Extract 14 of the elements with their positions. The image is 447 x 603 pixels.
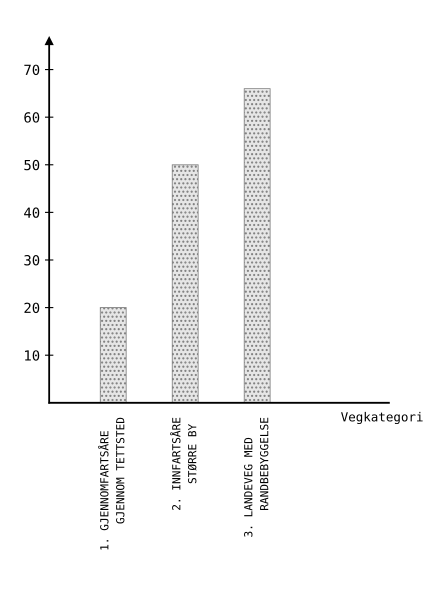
x-tick-label: 1. GJENNOMFARTSÅRE GJENNOM TETTSTED — [98, 418, 124, 550]
y-tick-label: 30 — [24, 254, 40, 266]
bar — [172, 164, 199, 403]
y-tick-label: 40 — [24, 207, 40, 218]
y-tick-label: 70 — [24, 64, 40, 76]
bar — [244, 88, 271, 403]
x-tick-label: 3. LANDEVEG MED RANDBEBYGGELSE — [244, 418, 268, 537]
x-tick-label: 2. INNFARTSÅRE STØRRE BY — [170, 418, 197, 510]
bar — [100, 307, 127, 403]
y-tick-label: 50 — [24, 160, 40, 170]
y-tick-label: 60 — [24, 112, 40, 123]
x-axis-title: Vegkategori — [341, 412, 423, 424]
y-tick-label: 20 — [24, 302, 40, 314]
y-tick-label: 10 — [25, 350, 40, 361]
